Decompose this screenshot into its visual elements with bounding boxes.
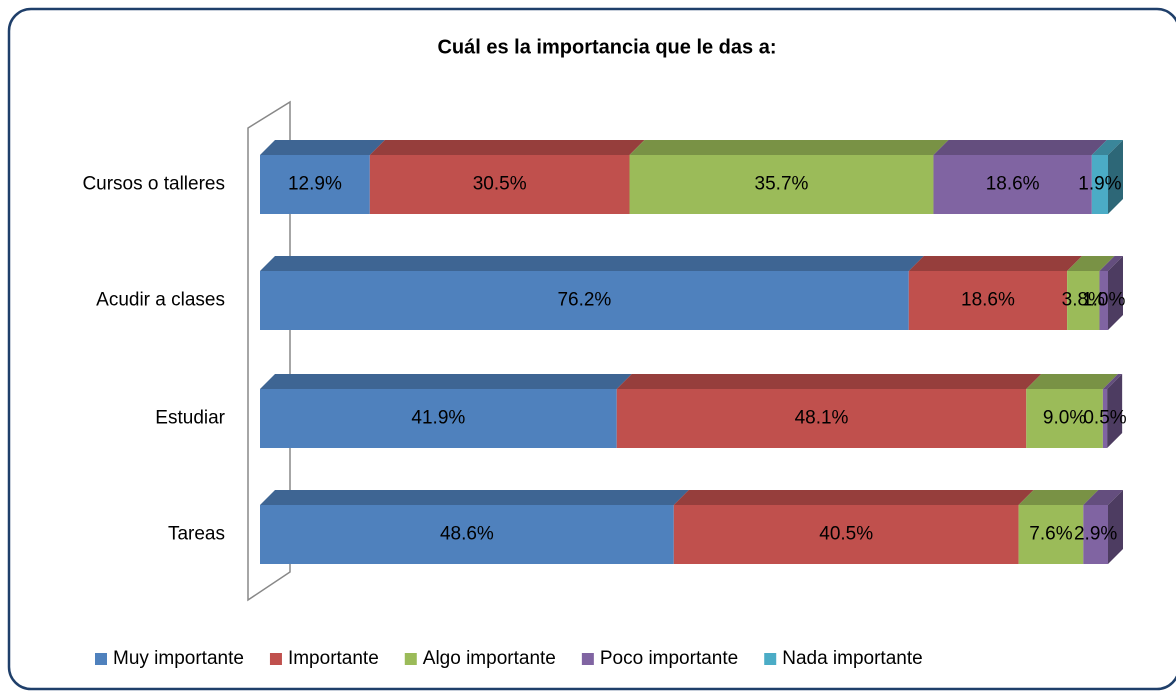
- y-tick-label: Acudir a clases: [96, 290, 225, 311]
- data-label: 18.6%: [961, 290, 1015, 311]
- data-label: 48.1%: [795, 408, 849, 429]
- data-label: 18.6%: [986, 174, 1040, 195]
- y-tick-label: Tareas: [168, 524, 225, 545]
- data-label: 7.6%: [1029, 524, 1072, 545]
- bar-top: [1099, 256, 1123, 271]
- bar-side: [1108, 490, 1123, 564]
- data-label: 48.6%: [440, 524, 494, 545]
- legend-swatch: [95, 653, 107, 665]
- data-label: 2.9%: [1074, 524, 1117, 545]
- legend-swatch: [581, 653, 594, 665]
- bar-top: [908, 256, 1083, 271]
- data-label: 9.0%: [1043, 408, 1086, 429]
- bar-top: [629, 140, 949, 155]
- legend-label: Muy importante: [113, 648, 244, 669]
- data-label: 35.7%: [755, 174, 809, 195]
- bar: [908, 271, 1068, 330]
- data-label: 3.8%: [1062, 290, 1105, 311]
- data-label: 1.0%: [1082, 290, 1125, 311]
- data-label: 30.5%: [473, 174, 527, 195]
- legend-swatch: [269, 653, 282, 665]
- bar: [1018, 505, 1084, 564]
- bar: [673, 505, 1019, 564]
- bar: [1026, 389, 1103, 448]
- bar-top: [1018, 490, 1099, 505]
- bar: [1091, 155, 1108, 214]
- bar-top: [1026, 374, 1118, 389]
- bar-side: [1107, 374, 1123, 448]
- bar: [1067, 271, 1100, 330]
- chart-frame: [7, 7, 1176, 691]
- bar: [616, 389, 1027, 448]
- bar: [1083, 505, 1108, 564]
- back-wall: [247, 100, 291, 602]
- bar-top: [260, 490, 689, 505]
- bar-top: [1067, 256, 1115, 271]
- bar: [369, 155, 630, 214]
- bar-top: [1102, 374, 1123, 389]
- y-tick-label: Cursos o talleres: [82, 174, 225, 195]
- legend-swatch: [764, 653, 777, 665]
- legend-label: Poco importante: [600, 648, 738, 669]
- y-tick-label: Estudiar: [155, 408, 225, 429]
- data-label: 41.9%: [411, 408, 465, 429]
- bar: [260, 271, 909, 330]
- chart-title: Cuál es la importancia que le das a:: [437, 36, 776, 58]
- data-label: 0.5%: [1083, 408, 1126, 429]
- legend-label: Importante: [288, 648, 379, 669]
- legend-label: Nada importante: [782, 648, 922, 669]
- bar-top: [260, 374, 632, 389]
- data-label: 76.2%: [557, 290, 611, 311]
- legend-swatch: [404, 653, 417, 665]
- data-label: 12.9%: [288, 174, 342, 195]
- bar: [260, 389, 617, 448]
- bar-top: [1091, 140, 1123, 155]
- bar: [629, 155, 934, 214]
- bar-side: [1108, 256, 1123, 330]
- bar-top: [260, 140, 385, 155]
- bar-top: [933, 140, 1107, 155]
- bar: [260, 155, 370, 214]
- bar-top: [369, 140, 645, 155]
- legend-label: Algo importante: [423, 648, 556, 669]
- bar: [260, 505, 674, 564]
- bar-top: [1083, 490, 1123, 505]
- bar-side: [1108, 140, 1123, 214]
- bar-top: [616, 374, 1042, 389]
- bar: [1102, 389, 1108, 448]
- data-label: 1.9%: [1078, 174, 1121, 195]
- bar-top: [673, 490, 1034, 505]
- bar: [933, 155, 1092, 214]
- data-label: 40.5%: [819, 524, 873, 545]
- bar-top: [260, 256, 924, 271]
- bar: [1099, 271, 1108, 330]
